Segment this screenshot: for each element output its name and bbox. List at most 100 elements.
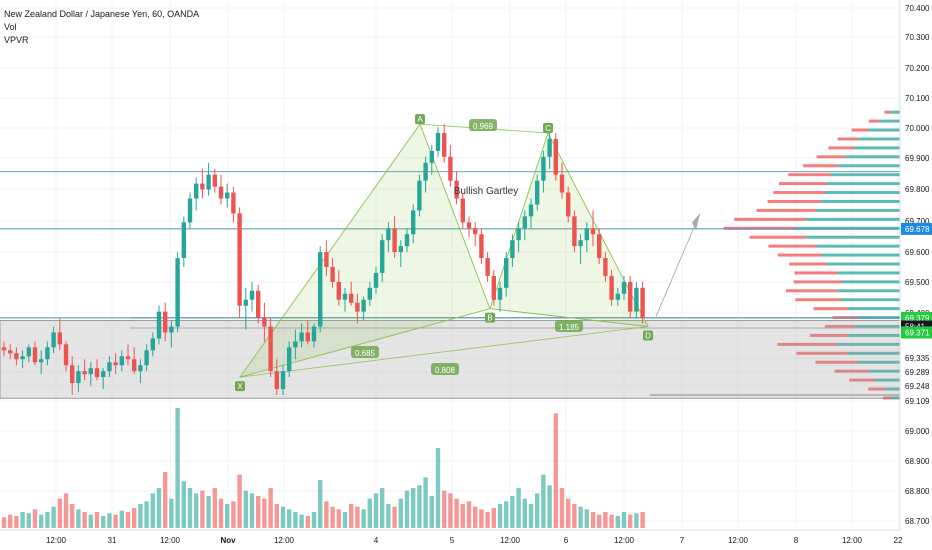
candle-body: [628, 281, 633, 312]
volume-bar: [138, 504, 143, 528]
vp-bar-down: [868, 119, 880, 123]
volume-bar: [225, 504, 230, 528]
candle-body: [280, 371, 286, 390]
vp-bar-down: [794, 271, 838, 275]
candle-body: [293, 341, 298, 348]
volume-bar: [510, 496, 515, 528]
price-tick-label: 69.000: [905, 427, 930, 436]
candle-body: [460, 198, 465, 223]
volume-bar: [8, 514, 13, 528]
volume-bar: [26, 513, 31, 528]
volume-bar: [423, 477, 428, 528]
candle-body: [76, 371, 81, 384]
price-axis-bg: [900, 0, 932, 550]
candle-body: [225, 192, 230, 199]
chart-title: New Zealand Dollar / Japanese Yen, 60, O…: [4, 9, 200, 19]
candle-body: [330, 266, 335, 282]
candle-body: [311, 326, 317, 342]
volume-bar: [20, 512, 25, 528]
candle-body: [572, 216, 577, 247]
candle-body: [156, 311, 162, 339]
volume-bar: [330, 506, 335, 528]
vp-bar-up: [820, 199, 900, 203]
volume-bar: [634, 513, 639, 528]
indicator-vol[interactable]: Vol: [4, 22, 17, 32]
vp-bar-up: [805, 217, 900, 221]
candle-body: [361, 299, 366, 312]
zone-rect: [0, 320, 901, 399]
vp-bar-up: [854, 146, 900, 150]
time-tick-label: 12:00: [842, 536, 863, 545]
volume-bar: [311, 512, 317, 528]
candle-body: [336, 281, 341, 300]
indicator-vpvr[interactable]: VPVR: [4, 35, 29, 45]
volume-bar: [299, 514, 304, 528]
volume-bar: [144, 501, 149, 528]
volume-bar: [101, 516, 106, 528]
price-tick-label: 70.400: [905, 4, 930, 13]
vp-bar-up: [841, 280, 900, 284]
candle-body: [578, 240, 583, 247]
pattern-bd: [489, 308, 649, 327]
vp-bar-down: [810, 333, 848, 337]
price-tick-label: 69.248: [905, 382, 930, 391]
price-tick-label: 69.800: [905, 185, 930, 194]
volume-bar: [200, 490, 205, 528]
candle-body: [51, 332, 56, 348]
volume-bar: [535, 493, 540, 528]
price-badge-label: 69.371: [905, 328, 930, 337]
vp-bar-up: [868, 369, 900, 373]
candle-body: [566, 192, 571, 217]
volume-bar: [621, 512, 627, 528]
time-tick-label: 31: [108, 536, 117, 545]
vp-bar-down: [749, 235, 806, 239]
vp-bar-up: [847, 351, 900, 355]
vp-bar-down: [723, 226, 796, 230]
time-tick-label: 12:00: [46, 536, 67, 545]
price-axis[interactable]: 70.400 70.300 70.200 70.100 70.000 69.900 69.8…: [899, 0, 932, 550]
vp-bar-down: [789, 262, 827, 266]
volume-bar: [231, 501, 236, 528]
price-badge: [901, 326, 932, 339]
volume-bar: [417, 485, 422, 528]
volume-bar: [163, 472, 168, 528]
volume-bar: [479, 509, 484, 528]
vp-bar-down: [778, 182, 827, 186]
volume-bar: [380, 488, 385, 528]
candle-body: [398, 246, 403, 253]
time-axis[interactable]: 12:00 31 12:00 Nov 12:00 4 5 12:00 6 12:00 7 12:00 8…: [0, 529, 903, 545]
vp-bar-up: [795, 226, 900, 230]
volume-bar: [485, 512, 490, 528]
candle-body: [516, 228, 521, 241]
volume-bar: [150, 493, 155, 528]
volume-bar: [615, 516, 620, 528]
volume-bar: [175, 408, 180, 528]
vp-bar-up: [820, 253, 900, 257]
time-tick-label: 12:00: [160, 536, 181, 545]
ratio-label: 0.969: [473, 122, 494, 131]
volume-bar: [392, 506, 397, 528]
volume-bar: [194, 493, 199, 528]
ratio-badge: [351, 346, 379, 358]
candle-body: [169, 326, 174, 333]
candle-body: [206, 174, 211, 190]
candle-body: [380, 240, 385, 273]
gartley-pattern[interactable]: [238, 123, 701, 378]
price-tick-label: 69.600: [905, 248, 930, 257]
candle-body: [541, 156, 546, 181]
candle-body: [535, 180, 540, 205]
candle-body: [528, 204, 534, 217]
candle-body: [26, 347, 31, 357]
price-tick-label: 68.700: [905, 517, 930, 526]
pattern-point-label: D: [645, 332, 651, 341]
vp-bar-down: [786, 289, 838, 293]
candle-body: [504, 258, 509, 288]
vp-bar-up: [837, 289, 900, 293]
volume-bar: [94, 512, 100, 528]
pattern-point-label: C: [545, 124, 551, 133]
price-tick-label: 70.100: [905, 94, 930, 103]
price-tick-label: 68.900: [905, 457, 930, 466]
volume-bar: [497, 504, 503, 528]
